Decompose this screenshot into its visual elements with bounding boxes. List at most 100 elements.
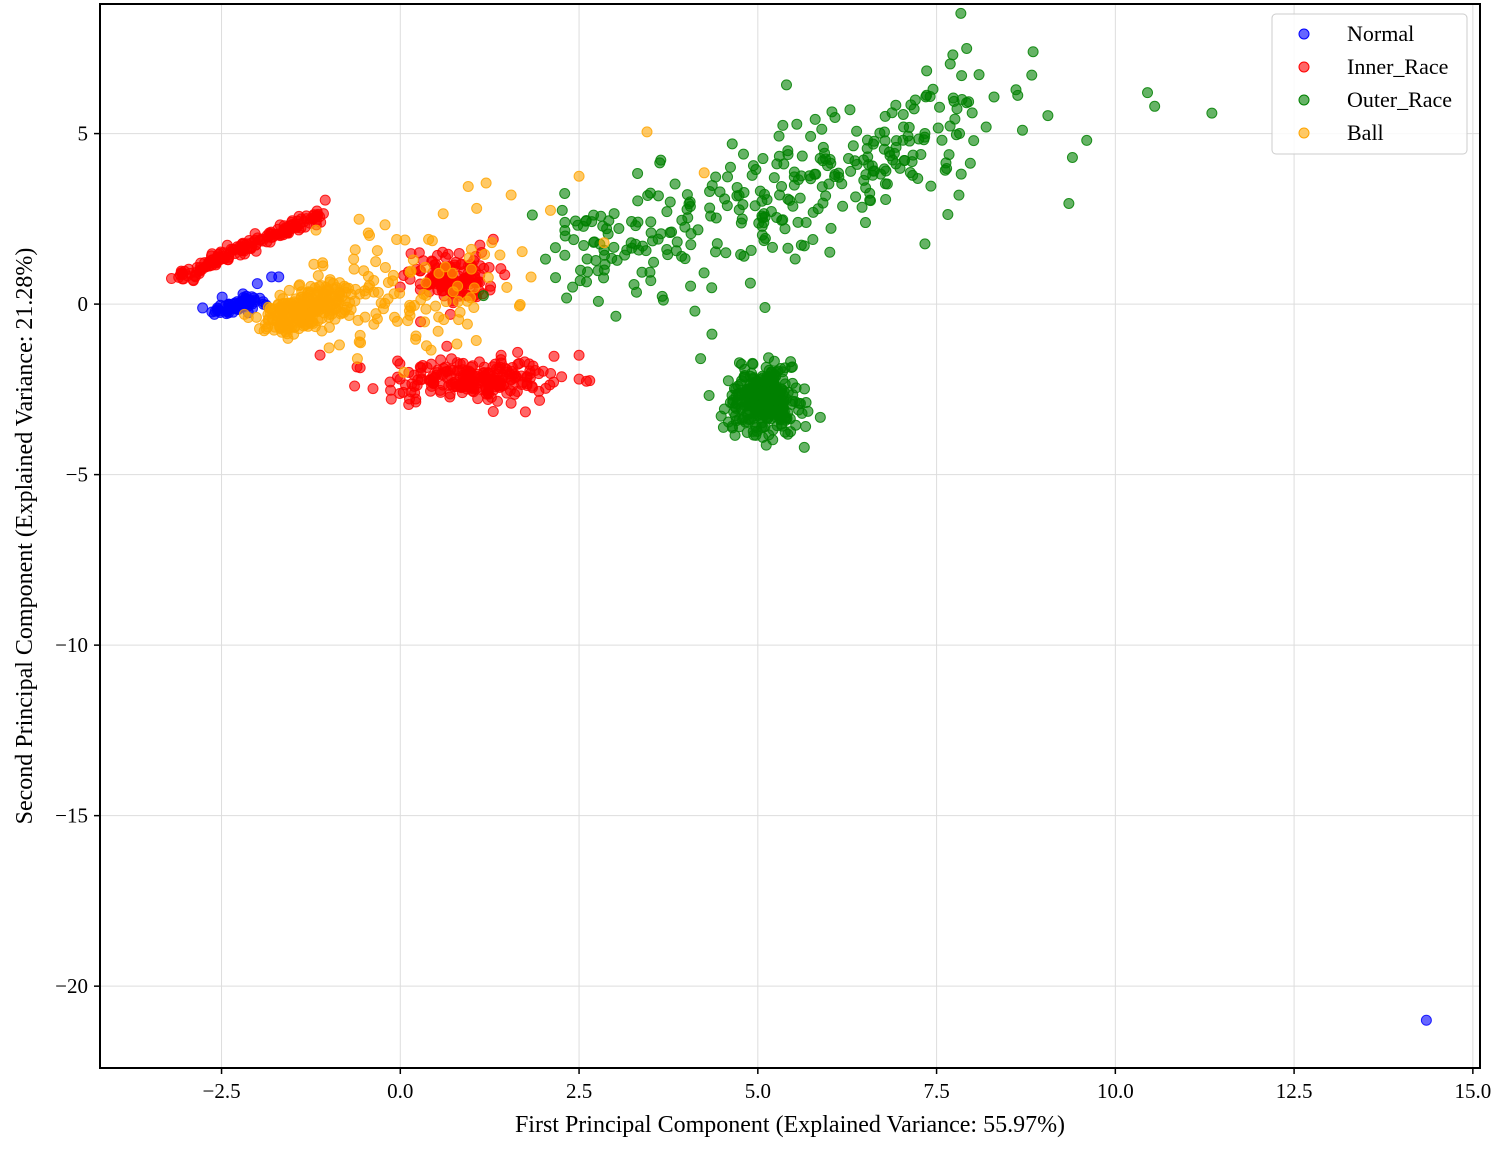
data-point (941, 163, 953, 175)
data-point (746, 357, 758, 369)
data-point (432, 325, 444, 337)
data-point (513, 357, 525, 369)
data-point (943, 149, 955, 161)
data-point (519, 406, 531, 418)
legend-marker (1298, 127, 1310, 139)
x-tick-label: 12.5 (1276, 1079, 1313, 1103)
data-point (773, 130, 785, 142)
data-point (685, 280, 697, 292)
data-point (324, 274, 336, 286)
legend-label: Ball (1347, 120, 1384, 145)
legend-item: Normal (1298, 21, 1414, 46)
data-point (679, 253, 691, 265)
data-point (472, 393, 484, 405)
data-point (418, 288, 430, 300)
x-tick-label: 2.5 (566, 1079, 592, 1103)
data-point (453, 247, 465, 259)
data-point (777, 119, 789, 131)
data-point (706, 328, 718, 340)
data-point (211, 302, 223, 314)
data-point (1016, 124, 1028, 136)
data-point (859, 217, 871, 229)
data-point (478, 384, 490, 396)
data-point (908, 103, 920, 115)
data-point (779, 223, 791, 235)
data-point (819, 147, 831, 159)
data-point (578, 239, 590, 251)
data-point (513, 300, 525, 312)
data-point (825, 222, 837, 234)
data-point (216, 291, 228, 303)
data-point (858, 174, 870, 186)
data-point (955, 168, 967, 180)
data-point (312, 208, 324, 220)
data-point (251, 278, 263, 290)
y-tick-label: 5 (78, 122, 89, 146)
data-point (800, 420, 812, 432)
data-point (371, 245, 383, 257)
legend-label: Outer_Race (1347, 87, 1452, 112)
data-point (487, 406, 499, 418)
data-point (403, 305, 415, 317)
data-point (762, 395, 774, 407)
data-point (447, 267, 459, 279)
data-point (471, 202, 483, 214)
data-point (362, 270, 374, 282)
data-point (735, 217, 747, 229)
x-tick-label: 15.0 (1454, 1079, 1491, 1103)
data-point (613, 222, 625, 234)
data-point (664, 196, 676, 208)
data-point (655, 228, 667, 240)
data-point (441, 340, 453, 352)
data-point (632, 195, 644, 207)
data-point (656, 290, 668, 302)
legend: Normal Inner_Race Outer_Race Ball (1271, 13, 1468, 155)
data-point (824, 246, 836, 258)
data-point (470, 335, 482, 347)
data-point (679, 221, 691, 233)
x-axis-label: First Principal Component (Explained Var… (515, 1112, 1065, 1138)
data-point (766, 241, 778, 253)
data-point (794, 192, 806, 204)
data-point (1149, 100, 1161, 112)
data-point (512, 346, 524, 358)
data-point (453, 314, 465, 326)
data-point (710, 212, 722, 224)
data-point (898, 155, 910, 167)
data-point (505, 189, 517, 201)
data-point (735, 249, 747, 261)
data-point (420, 303, 432, 315)
data-point (437, 379, 449, 391)
data-point (961, 42, 973, 54)
data-point (420, 277, 432, 289)
data-point (480, 177, 492, 189)
data-point (477, 290, 489, 302)
data-point (379, 261, 391, 273)
data-point (1026, 69, 1038, 81)
data-point (309, 321, 321, 333)
data-point (782, 242, 794, 254)
data-point (919, 131, 931, 143)
data-point (966, 107, 978, 119)
legend-box (1271, 13, 1468, 155)
data-point (254, 323, 266, 335)
data-point (798, 383, 810, 395)
data-point (749, 403, 761, 415)
data-point (756, 195, 768, 207)
data-point (947, 49, 959, 61)
data-point (833, 167, 845, 179)
data-point (495, 349, 507, 361)
data-point (661, 206, 673, 218)
data-point (468, 282, 480, 294)
data-point (850, 191, 862, 203)
data-point (351, 353, 363, 365)
legend-item: Outer_Race (1298, 87, 1452, 112)
legend-marker (1298, 28, 1310, 40)
data-point (768, 377, 780, 389)
data-point (439, 261, 451, 273)
data-point (786, 361, 798, 373)
data-point (556, 371, 568, 383)
data-point (637, 240, 649, 252)
data-point (333, 339, 345, 351)
data-point (281, 328, 293, 340)
